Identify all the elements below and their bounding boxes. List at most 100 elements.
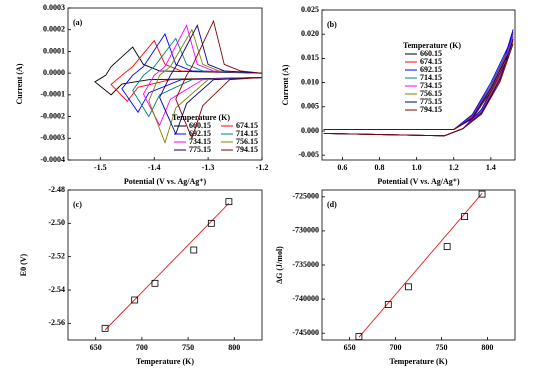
y-tick-label: -0.005 — [298, 150, 319, 159]
legend-label: 674.15 — [420, 57, 442, 66]
plot-frame — [67, 7, 263, 161]
panel-label: (b) — [327, 20, 337, 29]
legend-label: 734.15 — [189, 137, 211, 146]
y-tick-label: -0.0004 — [40, 155, 65, 164]
data-point — [405, 283, 412, 291]
y-axis-label: E0 (V) — [19, 253, 28, 276]
y-tick-label: -740000 — [292, 294, 319, 303]
data-point — [461, 213, 468, 220]
plot-frame — [67, 189, 263, 341]
x-tick-label: -1.4 — [148, 163, 161, 172]
legend-label: 794.15 — [420, 105, 442, 114]
x-axis-label: Potential (V vs. Ag/Ag⁺) — [124, 177, 207, 186]
data-point — [355, 333, 363, 340]
x-tick-label: -1.2 — [256, 163, 269, 172]
legend-title: Temperature (K) — [172, 113, 230, 122]
panel-label: (a) — [73, 18, 83, 27]
legend-label: 734.15 — [420, 81, 442, 90]
data-point — [478, 190, 486, 198]
cv-curve — [323, 36, 514, 137]
legend-label: 794.15 — [236, 145, 258, 154]
cv-curve — [323, 41, 514, 137]
y-tick-label: -2.52 — [48, 251, 65, 260]
y-axis-label: Current (A) — [15, 63, 24, 104]
legend-label: 714.15 — [420, 73, 442, 82]
y-tick-label: -2.48 — [48, 185, 65, 194]
y-tick-label: -725000 — [292, 192, 319, 201]
y-tick-label: 0.0003 — [43, 3, 65, 12]
panel-label: (d) — [327, 200, 337, 209]
y-tick-label: 0.000 — [301, 126, 319, 135]
y-axis-label: ΔG (J/mol) — [275, 246, 284, 284]
y-tick-label: -0.0001 — [40, 90, 65, 99]
cv-curve — [323, 43, 514, 137]
y-tick-label: 0.0001 — [43, 46, 65, 55]
legend-label: 714.15 — [236, 129, 258, 138]
data-point — [225, 198, 233, 206]
x-tick-label: -1.5 — [94, 163, 107, 172]
y-tick-label: 0.025 — [301, 5, 319, 14]
y-tick-label: -735000 — [292, 260, 319, 269]
fit-line — [104, 203, 230, 331]
panel-label: (c) — [73, 200, 82, 209]
y-tick-label: -2.54 — [48, 285, 65, 294]
y-tick-label: -0.0003 — [40, 133, 65, 142]
plot-frame — [321, 9, 516, 161]
legend-label: 692.15 — [189, 129, 211, 138]
legend-label: 756.15 — [236, 137, 258, 146]
cv-curve — [142, 24, 263, 127]
x-tick-label: 0.8 — [375, 163, 385, 172]
cv-curve — [323, 38, 514, 137]
cv-curve — [159, 24, 263, 136]
x-tick-label: 1.4 — [486, 163, 496, 172]
legend-label: 775.15 — [420, 97, 442, 106]
legend-label: 660.15 — [189, 121, 211, 130]
data-point — [443, 243, 451, 250]
y-tick-label: 0.0002 — [43, 25, 65, 34]
y-tick-label: 0.0000 — [43, 68, 65, 77]
data-point — [131, 296, 139, 304]
x-tick-label: 750 — [435, 343, 447, 352]
plot-frame — [321, 189, 516, 341]
x-tick-label: 750 — [182, 343, 194, 352]
x-tick-label: 0.6 — [337, 163, 347, 172]
data-point — [151, 279, 159, 287]
x-tick-label: 650 — [344, 343, 356, 352]
legend-label: 692.15 — [420, 65, 442, 74]
data-point — [190, 246, 198, 254]
y-tick-label: -730000 — [292, 226, 319, 235]
y-axis-label: Current (A) — [281, 64, 290, 105]
cv-curve — [148, 28, 263, 144]
x-tick-label: 650 — [90, 343, 102, 352]
y-tick-label: -745000 — [292, 328, 319, 337]
legend-title: Temperature (K) — [403, 41, 461, 50]
x-tick-label: -1.3 — [202, 163, 215, 172]
cv-curve — [94, 46, 263, 96]
legend-label: 775.15 — [189, 145, 211, 154]
y-tick-label: -2.50 — [48, 218, 65, 227]
y-tick-label: 0.005 — [301, 102, 319, 111]
x-tick-label: 800 — [228, 343, 240, 352]
x-axis-label: Temperature (K) — [390, 357, 448, 366]
data-point — [101, 324, 109, 332]
x-axis-label: Potential (V vs. Ag/Ag⁺) — [377, 177, 460, 186]
cv-curve — [323, 36, 514, 137]
data-point — [384, 301, 392, 308]
x-tick-label: 1.0 — [412, 163, 422, 172]
data-point — [207, 219, 215, 227]
cv-curve — [175, 19, 263, 140]
y-tick-label: -2.56 — [48, 318, 65, 327]
y-tick-label: -0.0002 — [40, 111, 65, 120]
y-tick-label: 0.010 — [301, 77, 319, 86]
y-tick-label: 0.020 — [301, 29, 319, 38]
x-axis-label: Temperature (K) — [136, 357, 194, 366]
x-tick-label: 1.2 — [449, 163, 459, 172]
legend-label: 756.15 — [420, 89, 442, 98]
x-tick-label: 800 — [481, 343, 493, 352]
legend-label: 674.15 — [236, 121, 258, 130]
cv-curve — [121, 33, 263, 114]
fit-line — [358, 193, 483, 338]
y-tick-label: 0.015 — [301, 53, 319, 62]
x-tick-label: 700 — [136, 343, 148, 352]
